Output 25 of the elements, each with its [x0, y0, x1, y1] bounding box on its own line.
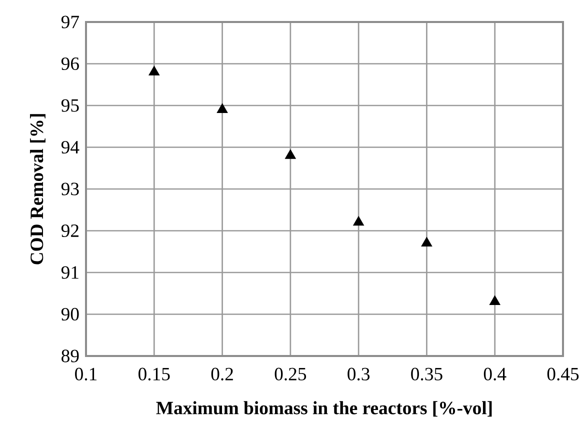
y-axis-title: COD Removal [%] — [30, 114, 46, 264]
y-tick-label: 90 — [61, 308, 79, 321]
y-tick-label: 92 — [61, 224, 78, 238]
point — [489, 295, 500, 305]
point — [353, 216, 364, 226]
x-axis-title: Maximum biomass in the reactors [%-vol] — [156, 401, 492, 417]
point — [421, 236, 432, 247]
y-tick-label: 95 — [61, 99, 79, 112]
point — [284, 149, 296, 159]
x-tick-label: 0.3 — [348, 368, 370, 380]
x-tick-label: 0.25 — [274, 368, 306, 380]
x-tick-label: 0.4 — [484, 368, 506, 380]
x-tick-label: 0.45 — [547, 368, 579, 380]
y-tick-label: 91 — [61, 266, 78, 279]
y-tick-label: 94 — [61, 140, 80, 154]
point — [216, 103, 228, 113]
x-tick-label: 0.1 — [75, 368, 97, 380]
x-tick-label: 0.2 — [211, 368, 233, 380]
y-tick-label: 89 — [62, 350, 79, 362]
y-tick-label: 93 — [61, 182, 79, 196]
point — [148, 66, 160, 76]
x-tick-label: 0.35 — [411, 368, 442, 380]
y-tick-label: 96 — [61, 57, 79, 70]
x-tick-label: 0.15 — [138, 368, 170, 380]
y-tick-label: 97 — [61, 16, 79, 28]
